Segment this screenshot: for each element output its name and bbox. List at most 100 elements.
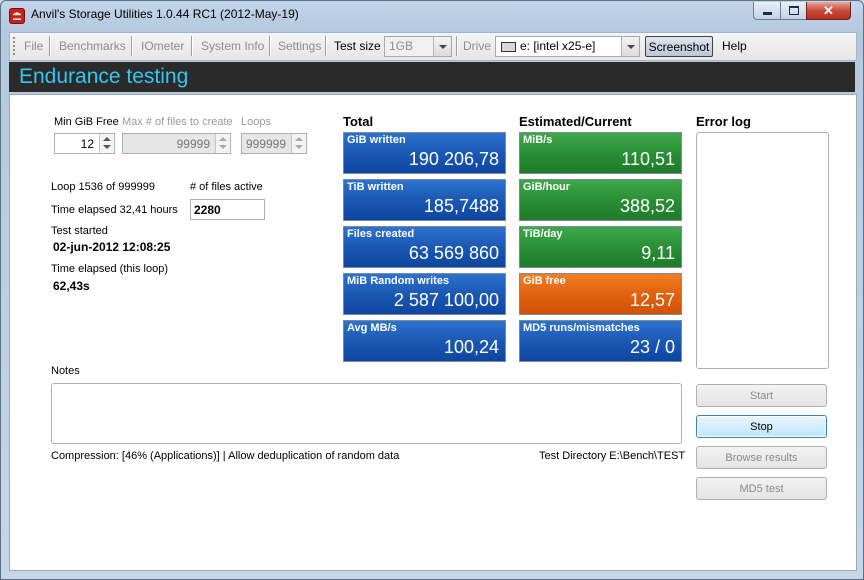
maximize-button[interactable] — [780, 2, 807, 20]
page-title: Endurance testing — [19, 65, 189, 88]
start-button[interactable]: Start — [696, 384, 827, 407]
min-free-spinner[interactable]: 12 — [54, 133, 115, 154]
chevron-down-icon[interactable] — [621, 37, 639, 56]
tile-value: 185,7488 — [423, 196, 499, 216]
files-active-field[interactable]: 2280 — [190, 199, 265, 220]
compression-status: Compression: [46% (Applications)] | Allo… — [51, 450, 400, 462]
tile-tib-written: TiB written 185,7488 — [343, 179, 506, 221]
menu-bar: File Benchmarks IOmeter System Info Sett… — [9, 32, 857, 61]
close-icon: ✕ — [823, 3, 834, 18]
tile-value: 9,11 — [641, 243, 675, 263]
menu-help[interactable]: Help — [722, 39, 747, 53]
tile-value: 190 206,78 — [408, 149, 499, 169]
md5-test-button[interactable]: MD5 test — [696, 477, 827, 500]
menu-separator — [456, 36, 458, 56]
loops-spinner[interactable]: 999999 — [241, 133, 307, 154]
menu-separator — [191, 36, 193, 56]
max-files-spinner[interactable]: 99999 — [122, 133, 231, 154]
menu-separator — [269, 36, 271, 56]
menu-separator — [131, 36, 133, 56]
loops-label: Loops — [241, 116, 271, 128]
elapsed-loop-value: 62,43s — [53, 279, 90, 293]
test-started-value: 02-jun-2012 12:08:25 — [53, 240, 171, 254]
main-panel: Min GiB Free 12 Max # of files to create… — [9, 94, 857, 571]
menu-benchmarks[interactable]: Benchmarks — [59, 39, 126, 53]
maximize-icon — [788, 6, 799, 15]
page-header: Endurance testing — [9, 62, 855, 92]
tile-label: MiB Random writes — [347, 275, 450, 287]
tile-label: TiB/day — [523, 228, 563, 240]
title-bar[interactable]: Anvil's Storage Utilities 1.0.44 RC1 (20… — [1, 1, 863, 29]
tile-value: 100,24 — [443, 337, 499, 357]
menu-separator — [325, 36, 327, 56]
test-size-label: Test size — [334, 39, 381, 53]
tile-label: Avg MB/s — [347, 322, 397, 334]
notes-label: Notes — [51, 365, 80, 377]
tile-value: 2 587 100,00 — [393, 290, 499, 310]
files-active-label: # of files active — [190, 181, 263, 193]
screenshot-button[interactable]: Screenshot — [645, 36, 713, 57]
spinner-arrows-icon[interactable] — [215, 134, 230, 153]
min-free-label: Min GiB Free — [54, 116, 119, 128]
tile-mib-per-s: MiB/s 110,51 — [519, 132, 682, 174]
total-heading: Total — [343, 114, 374, 129]
tile-label: Files created — [347, 228, 415, 240]
stop-button[interactable]: Stop — [696, 415, 827, 438]
tile-files-created: Files created 63 569 860 — [343, 226, 506, 268]
elapsed-loop-label: Time elapsed (this loop) — [51, 263, 168, 275]
minimize-button[interactable] — [753, 2, 781, 20]
menu-system-info[interactable]: System Info — [201, 39, 265, 53]
spinner-arrows-icon[interactable] — [99, 134, 114, 153]
minimize-icon — [762, 12, 772, 15]
tile-label: TiB written — [347, 181, 404, 193]
max-files-value: 99999 — [176, 137, 210, 151]
tile-avg-mbs: Avg MB/s 100,24 — [343, 320, 506, 362]
drive-icon — [501, 42, 516, 52]
menu-iometer[interactable]: IOmeter — [141, 39, 185, 53]
chevron-down-icon[interactable] — [433, 37, 451, 56]
tile-tib-per-day: TiB/day 9,11 — [519, 226, 682, 268]
max-files-label: Max # of files to create — [122, 116, 233, 128]
min-free-value: 12 — [80, 137, 94, 151]
anvil-app-icon[interactable] — [9, 8, 25, 24]
tile-label: GiB written — [347, 134, 406, 146]
menu-file[interactable]: File — [24, 39, 44, 53]
close-button[interactable]: ✕ — [806, 2, 851, 20]
loops-value: 999999 — [245, 137, 286, 151]
tile-gib-free: GiB free 12,57 — [519, 273, 682, 315]
time-elapsed-total: Time elapsed 32,41 hours — [51, 204, 178, 216]
test-started-label: Test started — [51, 225, 108, 237]
window-title: Anvil's Storage Utilities 1.0.44 RC1 (20… — [31, 7, 299, 21]
test-size-select[interactable]: 1GB — [384, 36, 452, 57]
tile-value: 110,51 — [621, 149, 675, 169]
tile-value: 63 569 860 — [408, 243, 499, 263]
toolbar-grip[interactable] — [13, 37, 15, 55]
tile-label: MiB/s — [523, 134, 553, 146]
drive-select[interactable]: e: [intel x25-e] — [495, 36, 640, 57]
drive-label: Drive — [463, 39, 492, 53]
test-directory-status: Test Directory E:\Bench\TEST — [539, 450, 686, 462]
tile-label: GiB/hour — [523, 181, 571, 193]
error-log-heading: Error log — [696, 114, 751, 129]
tile-label: MD5 runs/mismatches — [523, 322, 640, 334]
tile-value: 23 / 0 — [629, 337, 675, 357]
test-size-value: 1GB — [389, 39, 414, 53]
menu-settings[interactable]: Settings — [278, 39, 322, 53]
tile-value: 388,52 — [619, 196, 675, 216]
tile-label: GiB free — [523, 275, 566, 287]
tile-value: 12,57 — [629, 290, 675, 310]
estimated-heading: Estimated/Current — [519, 114, 632, 129]
loop-counter: Loop 1536 of 999999 — [51, 181, 155, 193]
tile-md5-runs: MD5 runs/mismatches 23 / 0 — [519, 320, 682, 362]
tile-gib-written: GiB written 190 206,78 — [343, 132, 506, 174]
drive-value: e: [intel x25-e] — [520, 39, 596, 53]
tile-gib-per-hour: GiB/hour 388,52 — [519, 179, 682, 221]
error-log-box[interactable] — [696, 132, 829, 369]
menu-separator — [49, 36, 51, 56]
spinner-arrows-icon[interactable] — [291, 134, 306, 153]
browse-results-button[interactable]: Browse results — [696, 446, 827, 469]
files-active-value: 2280 — [194, 203, 221, 217]
notes-textarea[interactable] — [51, 383, 682, 444]
tile-mib-random-writes: MiB Random writes 2 587 100,00 — [343, 273, 506, 315]
